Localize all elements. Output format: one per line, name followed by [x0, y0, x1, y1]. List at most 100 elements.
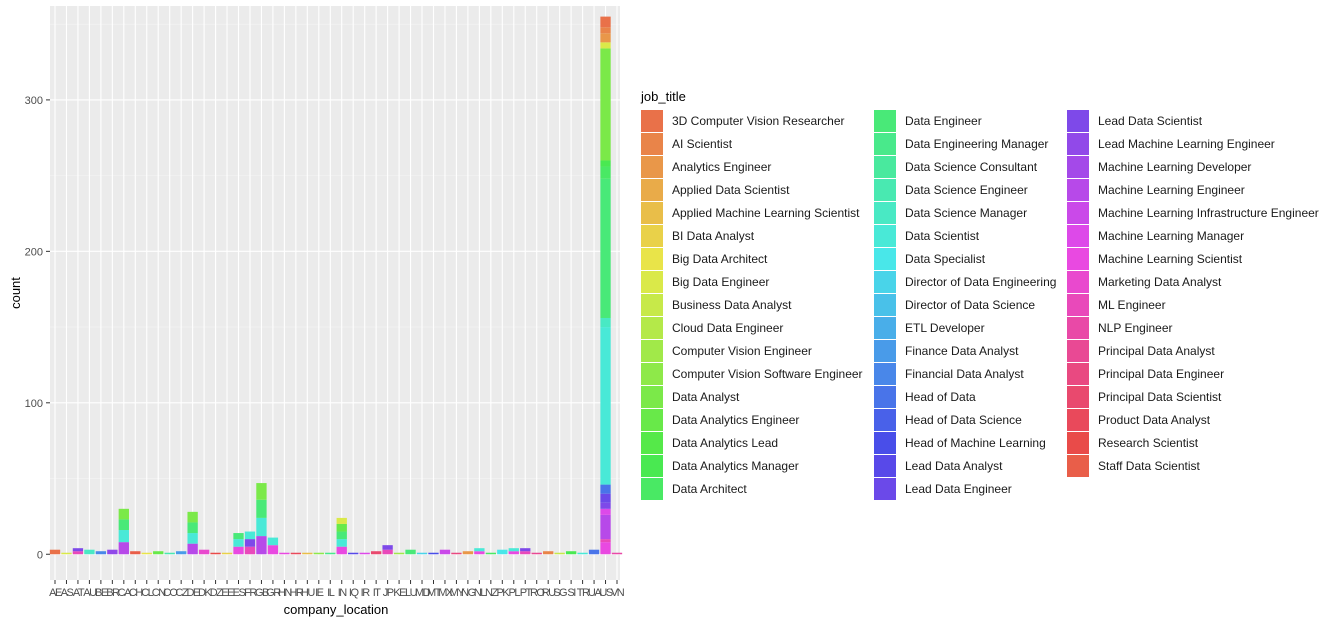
- x-tick-label: PK: [496, 587, 510, 599]
- bar-segment-jp: [382, 549, 393, 555]
- legend-swatch: [874, 156, 896, 178]
- x-tick-label: IQ: [349, 587, 360, 599]
- bar-segment-ir: [359, 552, 370, 555]
- x-tick-label: US: [599, 587, 612, 599]
- legend-swatch: [1067, 225, 1089, 247]
- legend-swatch: [874, 455, 896, 477]
- bar-segment-us: [600, 160, 611, 167]
- legend-swatch: [641, 202, 663, 224]
- x-tick-label: NG: [461, 587, 475, 599]
- bar-segment-ee: [221, 552, 233, 555]
- x-tick-label: CL: [141, 587, 153, 599]
- legend-swatch: [641, 409, 663, 431]
- legend-swatch: [641, 248, 663, 270]
- x-tick-label: RU: [542, 587, 556, 599]
- legend-label: Lead Data Engineer: [905, 482, 1012, 496]
- bar-segment-us: [600, 33, 611, 43]
- legend-label: Data Specialist: [905, 252, 986, 266]
- legend-swatch: [874, 409, 896, 431]
- x-tick-label: SG: [553, 587, 567, 599]
- legend-swatch: [641, 225, 663, 247]
- legend-label: Big Data Architect: [672, 252, 768, 266]
- x-tick-label: GR: [266, 587, 281, 599]
- bar-segment-es: [233, 539, 244, 547]
- x-tick-label: DK: [198, 587, 212, 599]
- y-tick-label: 0: [37, 549, 43, 561]
- legend-label: Computer Vision Software Engineer: [672, 367, 863, 381]
- bar-segment-br: [107, 549, 118, 555]
- legend-label: Data Analyst: [672, 390, 740, 404]
- x-tick-label: AS: [61, 587, 74, 599]
- legend-label: BI Data Analyst: [672, 229, 755, 243]
- legend-label: Data Analytics Engineer: [672, 413, 799, 427]
- bar-segment-gr: [267, 537, 279, 546]
- bar-segment-dk: [198, 549, 210, 555]
- bar-segment-hu: [302, 552, 313, 555]
- bar-segment-ke: [393, 552, 405, 555]
- x-tick-label: NL: [474, 587, 486, 599]
- legend-label: 3D Computer Vision Researcher: [672, 114, 845, 128]
- legend-label: Data Engineer: [905, 114, 982, 128]
- legend-label: Finance Data Analyst: [905, 344, 1019, 358]
- x-tick-label: GB: [255, 587, 269, 599]
- x-tick-label: IT: [373, 587, 382, 599]
- legend-swatch: [874, 432, 896, 454]
- bar-segment-us: [600, 16, 611, 28]
- bar-segment-cz: [176, 551, 187, 555]
- x-tick-label: TR: [577, 587, 590, 599]
- bar-segment-hn: [279, 552, 290, 555]
- bar-segment-nl: [474, 548, 485, 552]
- bar-segment-pt: [520, 551, 531, 555]
- legend-swatch: [874, 340, 896, 362]
- legend-swatch: [641, 478, 663, 500]
- legend-swatch: [874, 363, 896, 385]
- legend-swatch: [641, 110, 663, 132]
- bar-segment-gb: [256, 536, 267, 555]
- legend-label: Director of Data Engineering: [905, 275, 1056, 289]
- legend-label: Data Science Engineer: [905, 183, 1028, 197]
- legend-label: Head of Data Science: [905, 413, 1022, 427]
- bar-segment-at: [72, 548, 84, 552]
- x-tick-label: FR: [244, 587, 257, 599]
- bar-segment-hr: [290, 552, 302, 555]
- legend-label: Machine Learning Engineer: [1098, 183, 1245, 197]
- bar-segment-de: [187, 511, 198, 523]
- legend-label: Data Architect: [672, 482, 747, 496]
- x-tick-label: AU: [83, 587, 97, 599]
- x-tick-label: AT: [73, 587, 85, 599]
- legend-label: Principal Data Analyst: [1098, 344, 1215, 358]
- bar-segment-vn: [611, 552, 623, 555]
- legend-label: Analytics Engineer: [672, 160, 771, 174]
- bar-segment-fr: [244, 539, 256, 547]
- legend-swatch: [641, 455, 663, 477]
- legend-label: Head of Data: [905, 390, 976, 404]
- bar-segment-ca: [118, 519, 129, 531]
- legend-label: Data Science Manager: [905, 206, 1027, 220]
- legend-label: Applied Machine Learning Scientist: [672, 206, 860, 220]
- bar-segment-ca: [118, 542, 129, 555]
- bar-segment-es: [233, 533, 244, 540]
- bar-segment-us: [600, 178, 611, 318]
- x-tick-label: ES: [233, 587, 246, 599]
- legend-label: AI Scientist: [672, 137, 733, 151]
- x-tick-label: CZ: [175, 587, 188, 599]
- x-tick-label: HN: [278, 587, 292, 599]
- x-tick-label: CA: [118, 587, 132, 599]
- x-tick-label: EE: [221, 587, 234, 599]
- legend-label: ML Engineer: [1098, 298, 1166, 312]
- bar-segment-ng: [462, 551, 474, 555]
- bar-segment-us: [600, 542, 611, 555]
- x-tick-label: AE: [49, 587, 62, 599]
- bar-segment-in: [336, 517, 347, 524]
- legend-swatch: [1067, 317, 1089, 339]
- legend-label: Data Science Consultant: [905, 160, 1038, 174]
- x-tick-label: UA: [588, 587, 602, 599]
- bar-segment-ro: [531, 552, 542, 555]
- grid-major: [50, 6, 620, 580]
- legend-swatch: [874, 110, 896, 132]
- legend: 3D Computer Vision Researcher AI Scientis…: [641, 110, 1319, 500]
- bar-segment-gb: [256, 499, 267, 518]
- bar-segment-in: [336, 531, 347, 540]
